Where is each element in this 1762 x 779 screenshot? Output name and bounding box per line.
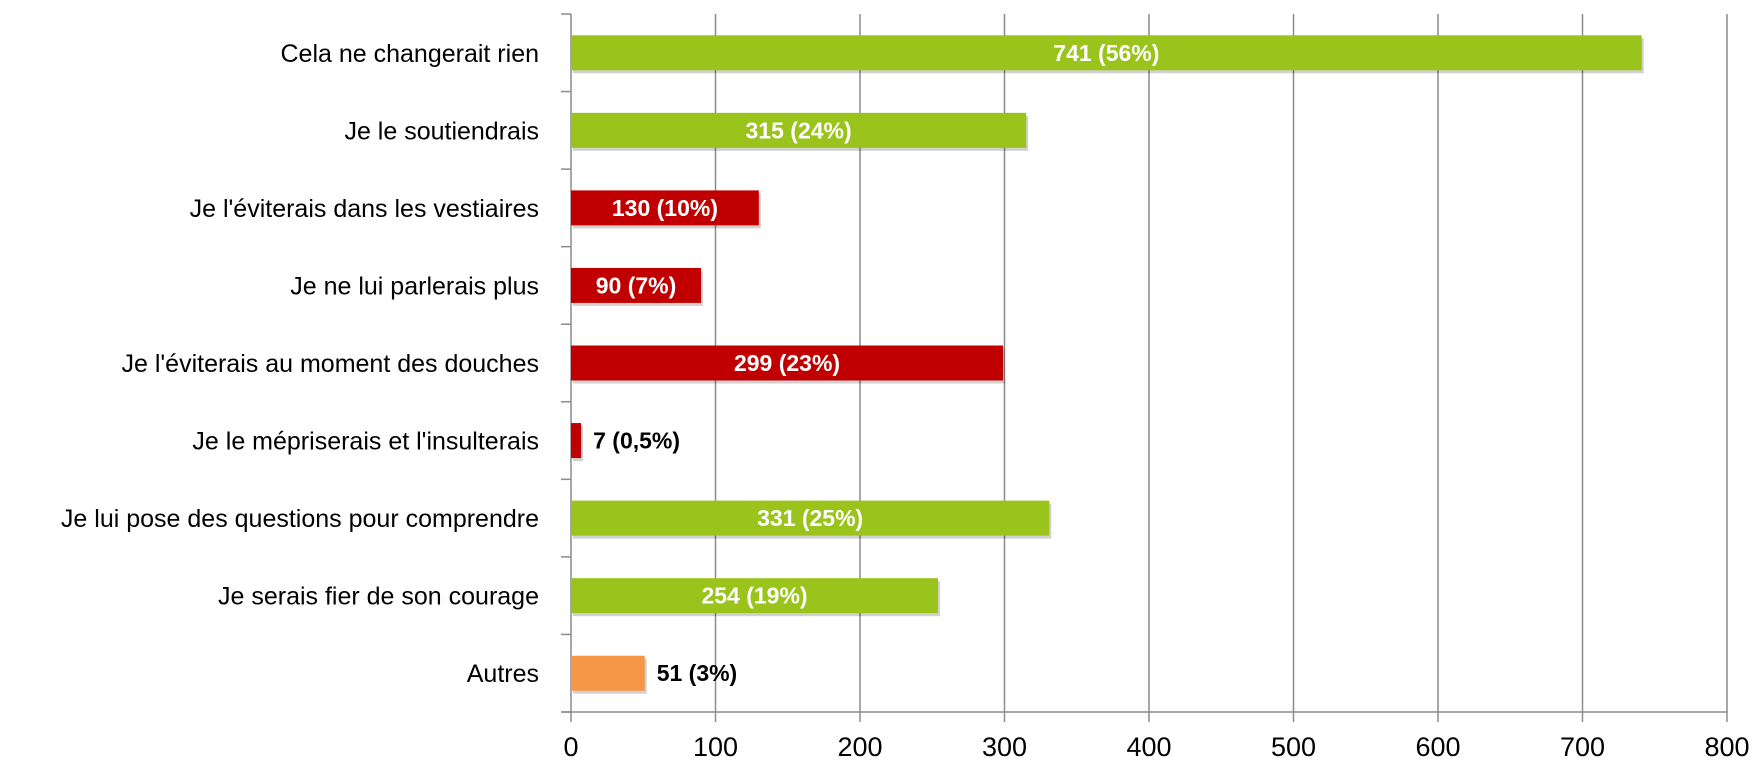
category-label: Je serais fier de son courage [218,583,539,611]
x-tick-label: 400 [1126,732,1171,762]
bar-3 [571,190,759,226]
category-label: Je l'éviterais dans les vestiaires [190,195,539,223]
bar-8 [571,578,939,614]
data-label: 299 (23%) [734,350,840,376]
bar-7 [571,500,1050,536]
category-label: Je ne lui parlerais plus [290,272,539,300]
bar-2 [571,112,1027,148]
category-label: Je le soutiendrais [344,117,539,145]
x-tick-label: 200 [837,732,882,762]
data-label: 315 (24%) [746,117,852,143]
data-label: 51 (3%) [657,660,738,686]
x-tick-label: 700 [1560,732,1605,762]
x-tick-label: 600 [1415,732,1460,762]
bar-5 [571,345,1004,381]
category-label: Autres [467,660,539,688]
category-label: Je l'éviterais au moment des douches [122,350,540,378]
x-tick-label: 100 [693,732,738,762]
bar-4 [571,267,702,303]
data-label: 254 (19%) [701,583,807,609]
category-label: Je lui pose des questions pour comprendr… [61,505,539,533]
bar-9 [571,655,645,691]
data-label: 741 (56%) [1053,40,1159,66]
data-label: 331 (25%) [757,505,863,531]
bar-1 [571,35,1642,71]
category-label: Cela ne changerait rien [281,40,540,68]
x-tick-label: 0 [563,732,578,762]
x-tick-label: 800 [1704,732,1749,762]
x-tick-label: 500 [1271,732,1316,762]
category-label: Je le mépriserais et l'insulterais [192,428,539,456]
data-label: 130 (10%) [612,195,718,221]
x-tick-label: 300 [982,732,1027,762]
data-label: 90 (7%) [596,272,677,298]
bar-6 [571,423,582,459]
data-label: 7 (0,5%) [593,428,680,454]
